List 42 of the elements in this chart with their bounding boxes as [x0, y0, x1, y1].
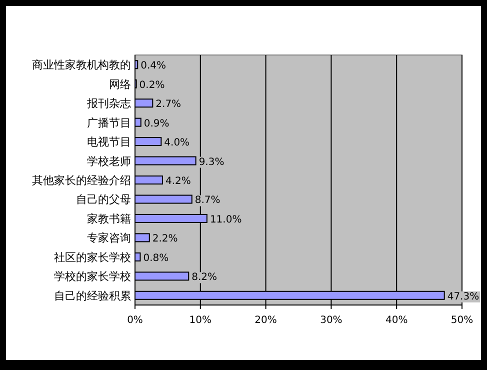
data-label: 2.2% [152, 234, 178, 245]
data-label: 0.4% [140, 60, 166, 72]
data-label: 2.7% [156, 99, 182, 110]
y-tick-label: 其他家长的经验介绍 [32, 174, 131, 187]
x-tick-label: 20% [254, 315, 277, 326]
data-label: 8.2% [192, 272, 218, 284]
bar [134, 194, 192, 204]
y-tick-label: 电视节目 [87, 136, 131, 149]
y-tick-label: 广播节目 [87, 116, 131, 130]
bar [134, 156, 196, 166]
x-tick-label: 10% [189, 315, 212, 326]
data-label: 8.7% [194, 195, 220, 206]
x-tick-label: 40% [385, 315, 408, 326]
y-tick-label: 报刊杂志 [86, 97, 131, 110]
y-tick-label: 专家咨询 [87, 232, 131, 245]
data-label: 9.3% [198, 156, 224, 168]
y-tick-label: 商业性家教机构教的 [32, 58, 131, 72]
bar [134, 98, 154, 108]
y-tick-label: 自己的经验积累 [54, 289, 131, 302]
bar [134, 176, 163, 184]
data-label: 0.8% [143, 252, 169, 264]
data-label: 0.9% [144, 118, 170, 130]
bar [134, 60, 138, 70]
bar [134, 137, 162, 146]
data-label: 4.2% [165, 176, 191, 187]
x-tick-label: 30% [320, 315, 342, 326]
y-tick-label: 家教书籍 [87, 212, 131, 226]
x-tick-label: 50% [450, 315, 474, 326]
y-tick-label: 社区的家长学校 [54, 250, 131, 264]
y-tick-label: 学校老师 [87, 154, 131, 168]
y-tick-label: 学校的家长学校 [54, 270, 131, 284]
data-label: 0.2% [139, 80, 165, 91]
bar [134, 252, 141, 262]
data-label: 47.3% [447, 291, 480, 302]
y-tick-label: 自己的父母 [76, 193, 131, 206]
data-label: 11.0% [210, 214, 242, 226]
bar [134, 233, 150, 242]
y-tick-label: 网络 [109, 78, 131, 91]
data-label: 4.0% [164, 138, 190, 149]
bar [134, 118, 142, 127]
x-tick-label: 0% [127, 315, 143, 326]
bar [134, 272, 190, 281]
